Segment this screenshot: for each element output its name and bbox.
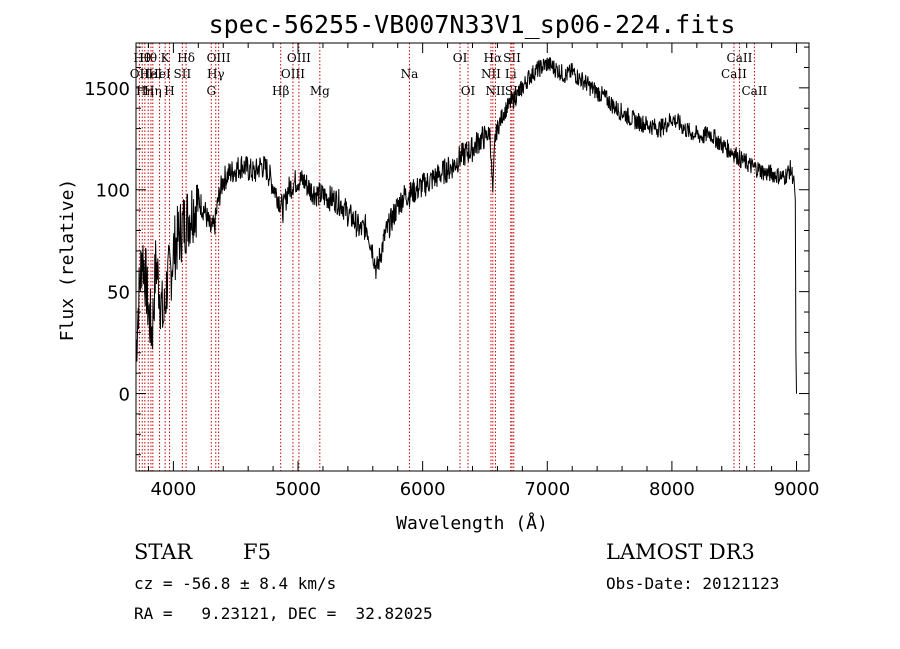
line-label-18: Na (401, 67, 419, 81)
line-label-5: Hη (144, 84, 162, 98)
x-axis-label: Wavelength (Å) (396, 512, 548, 534)
line-label-21: NII (481, 67, 501, 81)
line-label-1: Hθ (133, 51, 151, 65)
line-label-0: OII (130, 67, 150, 81)
line-label-23: NII (485, 84, 505, 98)
flux-line (135, 57, 797, 394)
line-label-25: SII (503, 51, 521, 65)
spectrum-layer (135, 57, 797, 394)
x-tick-label: 7000 (524, 479, 570, 500)
redshift-cz: cz = -56.8 ± 8.4 km/s (134, 574, 337, 593)
line-label-19: OI (453, 51, 468, 65)
line-label-11: G (206, 84, 216, 98)
line-label-7: K (161, 51, 171, 65)
line-label-15: OIII (281, 67, 305, 81)
line-label-28: CaII (727, 51, 753, 65)
line-label-13: OIII (207, 51, 231, 65)
line-label-17: Mg (310, 84, 330, 98)
spectral-subclass: F5 (243, 540, 271, 564)
line-label-22: Hα (484, 51, 503, 65)
x-tick-label: 6000 (400, 479, 446, 500)
y-tick-label: 100 (96, 181, 130, 202)
y-tick-label: 0 (119, 385, 130, 406)
observation-date: Obs-Date: 20121123 (606, 574, 780, 593)
y-tick-label: 50 (107, 283, 130, 304)
axes (135, 42, 810, 472)
survey-name: LAMOST DR3 (606, 540, 755, 564)
line-label-12: Hγ (207, 67, 225, 81)
line-label-4: HeI (140, 67, 163, 81)
x-tick-label: 5000 (275, 479, 321, 500)
line-label-9: SII (174, 67, 192, 81)
y-tick-label: 1500 (84, 79, 130, 100)
line-label-16: OIII (287, 51, 311, 65)
coordinates: RA = 9.23121, DEC = 32.82025 (134, 604, 433, 623)
emission-line-markers: OIIHθHηHθHeIHηHeIKHSIIHδGHγOIIIHβOIIIOII… (130, 43, 768, 471)
line-label-8: H (164, 84, 174, 98)
x-tick-label: 8000 (649, 479, 695, 500)
axis-ticks: 4000 5000 6000 7000 8000 9000 0 50 100 1500 (84, 43, 819, 500)
line-label-24: Li (505, 67, 517, 81)
chart-title: spec-56255-VB007N33V1_sp06-224.fits (209, 10, 736, 39)
line-label-10: Hδ (177, 51, 195, 65)
line-label-27: CaII (721, 67, 747, 81)
line-label-20: OI (461, 84, 476, 98)
x-tick-label: 4000 (150, 479, 196, 500)
line-label-3: Hθ (139, 51, 157, 65)
x-tick-label: 9000 (774, 479, 820, 500)
y-axis-label: Flux (relative) (57, 179, 78, 342)
object-type: STAR (134, 540, 193, 564)
line-label-29: CaII (741, 84, 767, 98)
line-label-6: HeI (148, 67, 171, 81)
line-label-14: Hβ (272, 84, 289, 98)
plot-frame (135, 42, 810, 472)
